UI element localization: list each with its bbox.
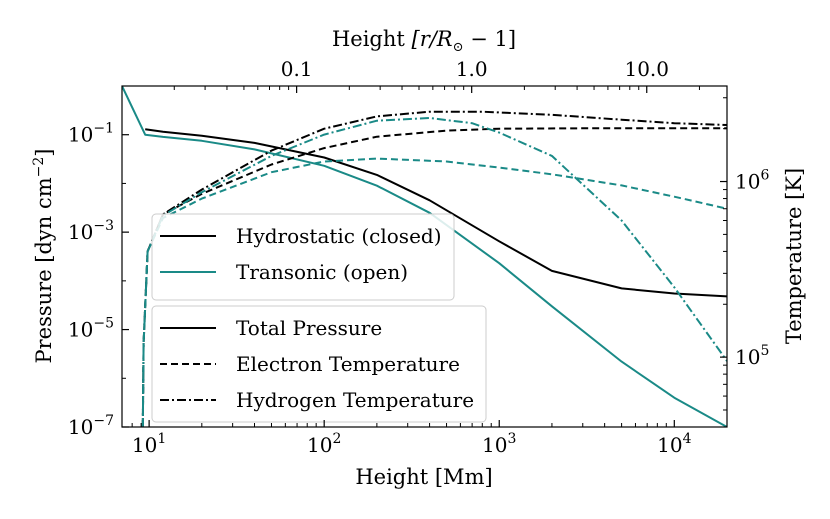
series-layer bbox=[122, 86, 727, 427]
right-axis-label: Temperature [K] bbox=[782, 168, 806, 344]
legend-label-0-0: Hydrostatic (closed) bbox=[236, 224, 442, 248]
x-tick-label-1: 102 bbox=[307, 431, 341, 457]
left-tick-label-3: 10−7 bbox=[68, 413, 114, 439]
series-line-2 bbox=[141, 127, 727, 427]
left-tick-label-2: 10−5 bbox=[68, 316, 114, 342]
series-line-0 bbox=[145, 128, 727, 298]
x-tick-label-0: 101 bbox=[132, 431, 166, 457]
left-axis-label: Pressure [dyn cm−2] bbox=[31, 148, 56, 363]
series-line-4 bbox=[141, 157, 727, 427]
legend-label-1-1: Electron Temperature bbox=[236, 352, 460, 376]
left-tick-label-0: 10−1 bbox=[68, 121, 114, 147]
legend-box-0 bbox=[151, 213, 455, 301]
legend-label-1-2: Hydrogen Temperature bbox=[236, 388, 474, 412]
x-axis-label: Height [Mm] bbox=[355, 465, 492, 489]
legend-label-1-0: Total Pressure bbox=[236, 316, 382, 340]
legend-label-0-1: Transonic (open) bbox=[236, 260, 408, 284]
x-tick-label-2: 103 bbox=[482, 431, 516, 457]
top-tick-label-2: 10.0 bbox=[624, 57, 669, 81]
top-tick-label-0: 0.1 bbox=[281, 57, 313, 81]
ticks-layer: 101 102 103 104 0.1 1.0 10.0 10−1 10−3 10−5 10−7 10… bbox=[68, 57, 770, 457]
plot-frame bbox=[121, 85, 728, 428]
left-tick-label-1: 10−3 bbox=[68, 218, 114, 244]
series-line-1 bbox=[122, 86, 727, 427]
top-axis-label: Height [r/R⊙ − 1] bbox=[332, 27, 516, 55]
legend-box-1 bbox=[151, 305, 487, 423]
legends-layer: Hydrostatic (closed) Transonic (open) Tota… bbox=[151, 213, 487, 423]
x-tick-label-3: 104 bbox=[657, 431, 691, 457]
right-tick-label-1: 105 bbox=[735, 343, 769, 369]
right-tick-label-0: 106 bbox=[735, 168, 769, 194]
top-tick-label-1: 1.0 bbox=[456, 57, 488, 81]
